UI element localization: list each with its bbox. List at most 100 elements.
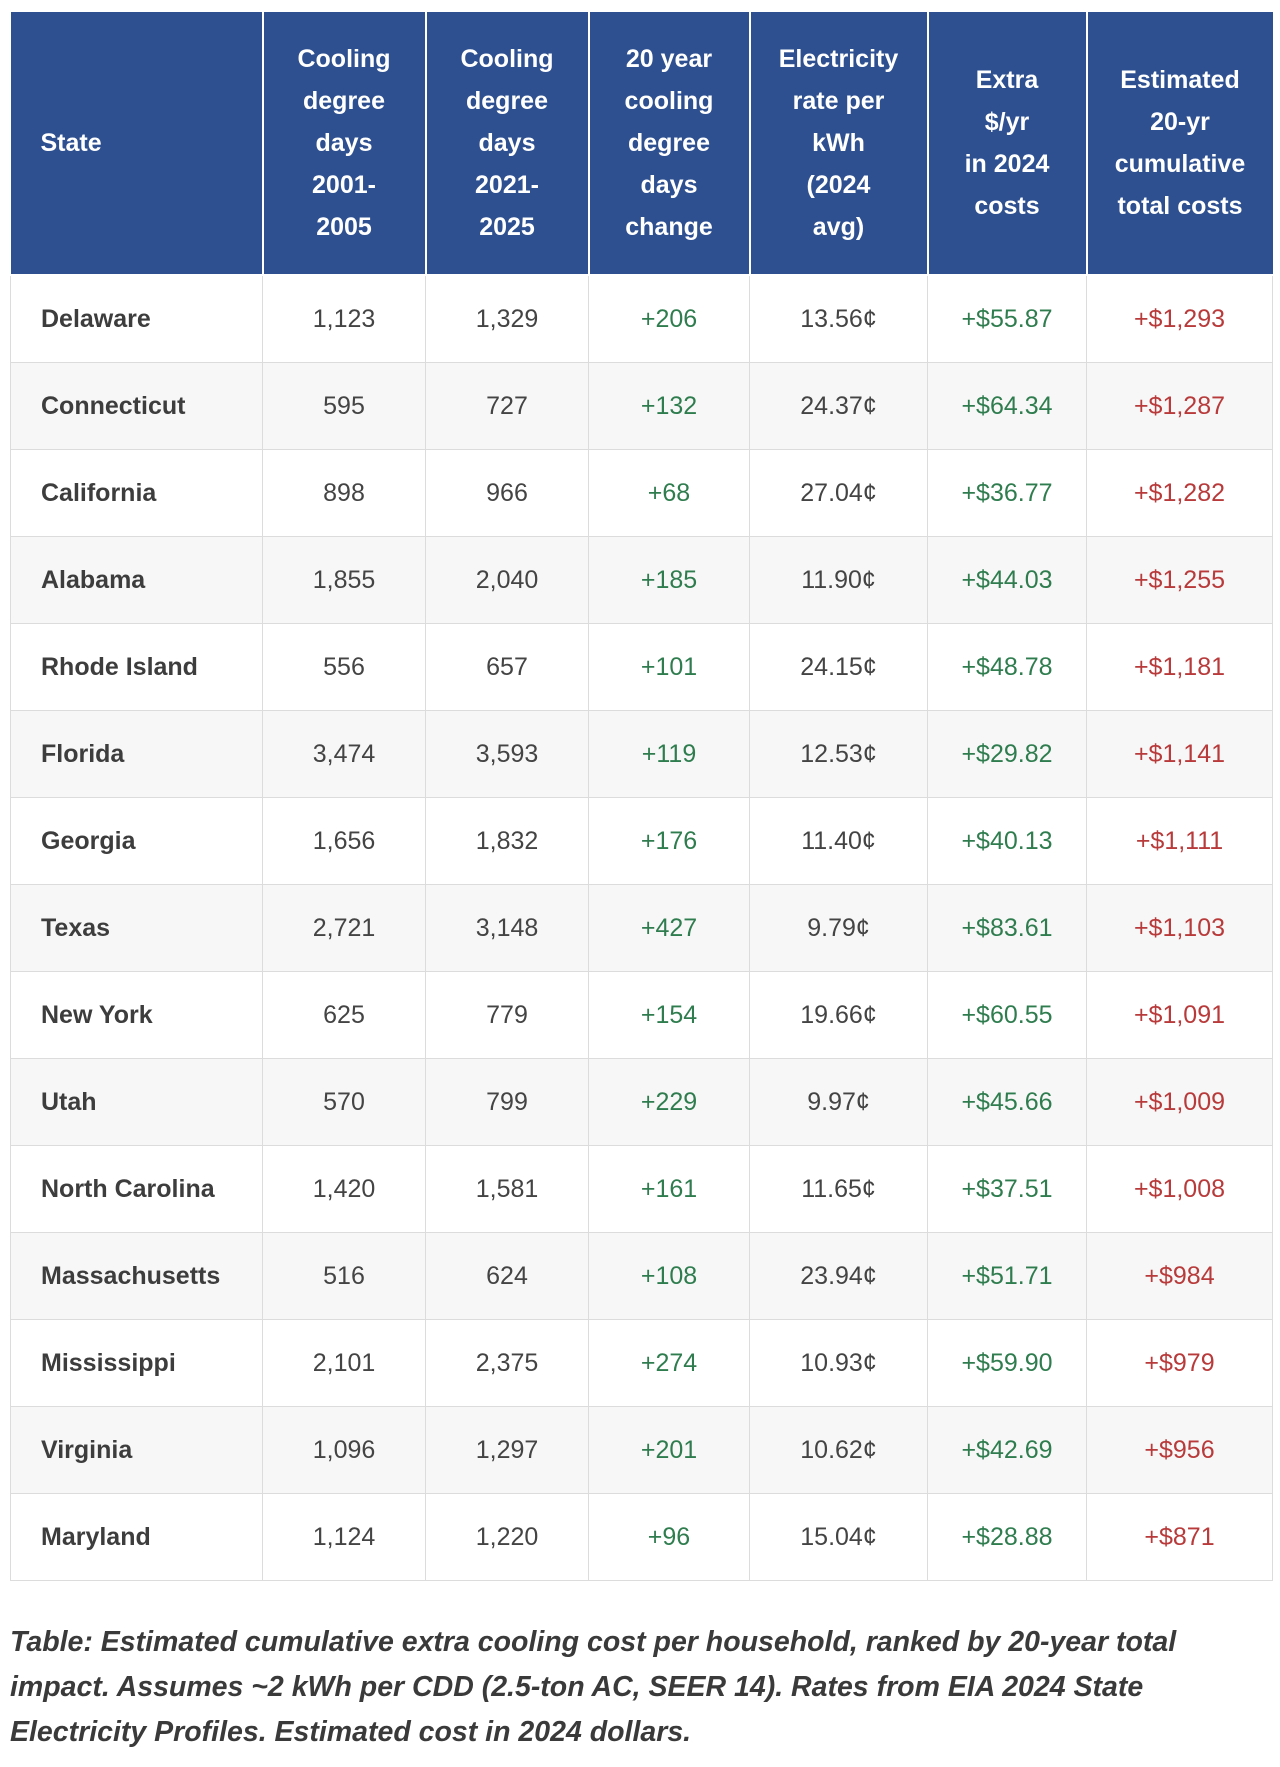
cell-electricity-rate: 10.93¢	[749, 1319, 928, 1407]
cell-cdd-change: +176	[588, 797, 750, 885]
cell-cdd-2001-2005: 516	[262, 1232, 426, 1320]
cell-electricity-rate: 19.66¢	[749, 971, 928, 1059]
header-cdd-2001-2005: Cooling degree days 2001- 2005	[261, 12, 427, 276]
header-cumulative-total: Estimated 20-yr cumulative total costs	[1085, 12, 1273, 276]
cell-cdd-2021-2025: 727	[425, 362, 589, 450]
header-state: State	[10, 12, 264, 276]
cell-state: Massachusetts	[10, 1232, 263, 1320]
table-row: Florida 3,474 3,593 +119 12.53¢ +$29.82 +$1,14…	[10, 710, 1273, 798]
cell-state: Mississippi	[10, 1319, 263, 1407]
cell-cdd-2001-2005: 2,101	[262, 1319, 426, 1407]
cell-extra-per-year: +$28.88	[927, 1493, 1087, 1581]
header-label: Extra $/yr in 2024 costs	[964, 66, 1050, 220]
cell-cdd-2021-2025: 1,220	[425, 1493, 589, 1581]
table-row: Maryland 1,124 1,220 +96 15.04¢ +$28.88 +$871	[10, 1493, 1273, 1581]
cell-cdd-2001-2005: 1,123	[262, 274, 426, 363]
header-label: State	[40, 129, 102, 157]
cell-cdd-2021-2025: 1,297	[425, 1406, 589, 1494]
cell-extra-per-year: +$44.03	[927, 536, 1087, 624]
cell-electricity-rate: 9.97¢	[749, 1058, 928, 1146]
cell-cdd-2021-2025: 1,329	[425, 274, 589, 363]
cell-cumulative-total: +$1,287	[1086, 362, 1273, 450]
cell-cdd-change: +101	[588, 623, 750, 711]
cell-state: Virginia	[10, 1406, 263, 1494]
cell-cumulative-total: +$979	[1086, 1319, 1273, 1407]
cell-cdd-2021-2025: 3,593	[425, 710, 589, 798]
header-cdd-2021-2025: Cooling degree days 2021- 2025	[424, 12, 590, 276]
cooling-cost-table: State Cooling degree days 2001- 2005 Coo…	[10, 12, 1273, 1581]
cell-cumulative-total: +$1,293	[1086, 274, 1273, 363]
cell-cdd-2021-2025: 799	[425, 1058, 589, 1146]
cell-extra-per-year: +$64.34	[927, 362, 1087, 450]
cell-cumulative-total: +$1,181	[1086, 623, 1273, 711]
table-row: California 898 966 +68 27.04¢ +$36.77 +$1,282	[10, 449, 1273, 537]
cell-cumulative-total: +$984	[1086, 1232, 1273, 1320]
table-row: Connecticut 595 727 +132 24.37¢ +$64.34 +$1,28…	[10, 362, 1273, 450]
cell-cumulative-total: +$1,282	[1086, 449, 1273, 537]
cell-extra-per-year: +$59.90	[927, 1319, 1087, 1407]
cell-cdd-2021-2025: 657	[425, 623, 589, 711]
cell-cumulative-total: +$1,111	[1086, 797, 1273, 885]
cell-cdd-2021-2025: 3,148	[425, 884, 589, 972]
cell-cdd-change: +154	[588, 971, 750, 1059]
cell-cumulative-total: +$1,008	[1086, 1145, 1273, 1233]
cell-cdd-change: +206	[588, 274, 750, 363]
cell-cdd-2021-2025: 2,375	[425, 1319, 589, 1407]
cell-electricity-rate: 15.04¢	[749, 1493, 928, 1581]
header-label: Estimated 20-yr cumulative total costs	[1114, 66, 1246, 220]
cell-cdd-change: +201	[588, 1406, 750, 1494]
cell-electricity-rate: 12.53¢	[749, 710, 928, 798]
cell-cdd-change: +132	[588, 362, 750, 450]
cell-cdd-2001-2005: 595	[262, 362, 426, 450]
cell-state: Georgia	[10, 797, 263, 885]
cell-extra-per-year: +$83.61	[927, 884, 1087, 972]
cell-state: Connecticut	[10, 362, 263, 450]
cell-cdd-change: +108	[588, 1232, 750, 1320]
cell-cdd-2021-2025: 779	[425, 971, 589, 1059]
header-electricity-rate: Electricity rate per kWh (2024 avg)	[748, 12, 929, 276]
cell-electricity-rate: 9.79¢	[749, 884, 928, 972]
cell-cdd-change: +185	[588, 536, 750, 624]
table-row: Mississippi 2,101 2,375 +274 10.93¢ +$59.90 +$…	[10, 1319, 1273, 1407]
table-header: State Cooling degree days 2001- 2005 Coo…	[10, 12, 1273, 276]
cell-extra-per-year: +$40.13	[927, 797, 1087, 885]
cell-electricity-rate: 11.65¢	[749, 1145, 928, 1233]
cell-cdd-2001-2005: 625	[262, 971, 426, 1059]
cell-cdd-2001-2005: 570	[262, 1058, 426, 1146]
cell-cdd-2001-2005: 1,124	[262, 1493, 426, 1581]
cell-state: Alabama	[10, 536, 263, 624]
cell-extra-per-year: +$36.77	[927, 449, 1087, 537]
cell-cdd-2021-2025: 966	[425, 449, 589, 537]
header-label: Cooling degree days 2001- 2005	[297, 45, 391, 241]
cell-cumulative-total: +$1,255	[1086, 536, 1273, 624]
cell-electricity-rate: 13.56¢	[749, 274, 928, 363]
cell-state: Maryland	[10, 1493, 263, 1581]
cell-extra-per-year: +$45.66	[927, 1058, 1087, 1146]
cell-cdd-change: +96	[588, 1493, 750, 1581]
cell-electricity-rate: 11.90¢	[749, 536, 928, 624]
cell-cumulative-total: +$871	[1086, 1493, 1273, 1581]
cell-cdd-2021-2025: 2,040	[425, 536, 589, 624]
cell-cdd-2001-2005: 556	[262, 623, 426, 711]
cell-state: Florida	[10, 710, 263, 798]
cell-cdd-2001-2005: 2,721	[262, 884, 426, 972]
table-body: Delaware 1,123 1,329 +206 13.56¢ +$55.87 +$1,2…	[10, 274, 1273, 1581]
table-row: Alabama 1,855 2,040 +185 11.90¢ +$44.03 +$1,25…	[10, 536, 1273, 624]
cell-cdd-change: +68	[588, 449, 750, 537]
table-row: Massachusetts 516 624 +108 23.94¢ +$51.71 +$98…	[10, 1232, 1273, 1320]
cell-cdd-2001-2005: 898	[262, 449, 426, 537]
cell-cdd-2021-2025: 1,832	[425, 797, 589, 885]
cell-state: Rhode Island	[10, 623, 263, 711]
cell-cdd-2021-2025: 1,581	[425, 1145, 589, 1233]
cell-extra-per-year: +$29.82	[927, 710, 1087, 798]
cell-cdd-change: +427	[588, 884, 750, 972]
table-row: New York 625 779 +154 19.66¢ +$60.55 +$1,091	[10, 971, 1273, 1059]
cell-cdd-2001-2005: 1,656	[262, 797, 426, 885]
cell-cdd-change: +274	[588, 1319, 750, 1407]
cell-electricity-rate: 10.62¢	[749, 1406, 928, 1494]
table-row: Georgia 1,656 1,832 +176 11.40¢ +$40.13 +$1,11…	[10, 797, 1273, 885]
header-label: Electricity rate per kWh (2024 avg)	[778, 45, 899, 241]
cell-cumulative-total: +$956	[1086, 1406, 1273, 1494]
table-row: Delaware 1,123 1,329 +206 13.56¢ +$55.87 +$1,2…	[10, 274, 1273, 363]
cell-state: Delaware	[10, 274, 263, 363]
